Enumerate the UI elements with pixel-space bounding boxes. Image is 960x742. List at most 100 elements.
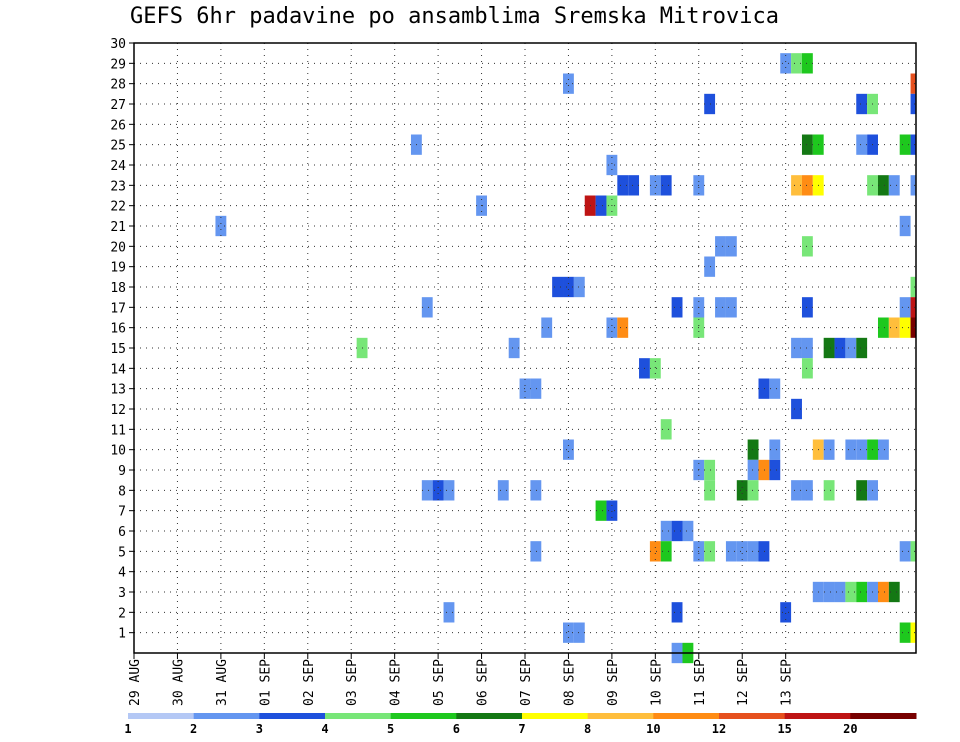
y-tick-label: 14 [110,362,126,377]
y-tick-label: 8 [118,484,126,499]
heatmap-cell [606,500,618,521]
colorbar-swatch [587,713,654,719]
heatmap-cell [606,317,618,338]
colorbar-label: 15 [777,722,791,736]
y-tick-label: 20 [110,240,126,255]
x-tick-label: 05 SEP [432,659,447,706]
heatmap-cell [845,439,857,460]
colorbar: 1 2 3 4 5 6 7 8 10 12 15 20 [124,713,917,736]
heatmap-cell [595,500,607,521]
heatmap-cell [758,378,770,399]
colorbar-label: 12 [712,722,726,736]
heatmap-cell [563,622,574,643]
heatmap-cell [877,175,889,196]
heatmap-cell [791,398,802,420]
heatmap-cell [704,459,716,481]
x-tick-label: 02 SEP [302,659,317,706]
colorbar-swatch [325,713,392,719]
heatmap-cell [791,175,802,196]
heatmap-cell [530,378,542,399]
y-tick-label: 29 [110,57,126,72]
heatmap-cell [563,73,574,94]
heatmap-cell [617,317,629,338]
heatmap-cell [888,317,900,338]
colorbar-label: 5 [387,722,394,736]
heatmap-cell [736,541,748,562]
heatmap-cell [899,317,911,338]
heatmap-cell [899,297,911,318]
heatmap-cell [432,480,444,501]
heatmap-cell [856,480,868,501]
heatmap-cell [715,297,726,318]
heatmap-cell [834,581,846,603]
x-tick-label: 08 SEP [562,659,577,706]
heatmap-cell [421,297,433,318]
heatmap-cell [845,581,857,603]
colorbar-label: 7 [518,722,525,736]
colorbar-swatch [653,713,720,719]
colorbar-label: 6 [453,722,460,736]
heatmap-cell [801,53,813,74]
y-tick-label: 16 [110,322,126,337]
y-tick-label: 12 [110,403,126,418]
colorbar-swatch [193,713,260,719]
heatmap-cell [725,541,737,562]
heatmap-cell [508,337,520,359]
heatmap-cell [704,480,716,501]
y-tick-label: 11 [110,423,126,438]
y-tick-label: 25 [110,139,126,154]
heatmap-cell [910,297,916,318]
y-tick-label: 19 [110,261,126,276]
x-tick-label: 10 SEP [649,659,664,706]
heatmap-cell [823,337,835,359]
y-tick-label: 24 [110,159,126,174]
colorbar-swatch [850,713,917,719]
y-tick-label: 22 [110,200,126,215]
heatmap-cell [747,541,759,562]
heatmap-cell [801,297,813,318]
heatmap-cell [704,93,716,115]
heatmap-cell [736,480,748,501]
heatmap-cell [704,541,716,562]
heatmap-cell [801,134,813,155]
heatmap-cell [497,480,509,501]
heatmap-cell [747,480,759,501]
colorbar-label: 2 [190,722,197,736]
heatmap-cell [617,175,629,196]
heatmap-cell [715,236,726,257]
heatmap-cell [649,175,661,196]
heatmap-cell [877,439,889,460]
heatmap-cell [671,520,683,542]
heatmap-cell [856,93,868,115]
heatmap-cell [660,520,672,542]
heatmap-cell [443,602,455,623]
x-tick-label: 06 SEP [476,659,491,706]
heatmap-cell [801,236,813,257]
heatmap-cell [888,175,900,196]
heatmap-cell [899,541,911,562]
x-tick-label: 11 SEP [693,659,708,706]
y-tick-label: 15 [110,342,126,357]
x-tick-label: 09 SEP [606,659,621,706]
heatmap-cell [910,175,916,196]
heatmap-cell [573,622,585,643]
heatmap-cell [421,480,433,501]
y-tick-label: 10 [110,444,126,459]
heatmap-cell [671,297,683,318]
x-tick-label: 04 SEP [389,659,404,706]
heatmap-cell [660,541,672,562]
x-axis: 29 AUG 30 AUG 31 AUG 01 SEP 02 SEP 03 SEP 04 S… [128,653,795,706]
heatmap-cell [747,459,759,481]
heatmap-cell [530,480,542,501]
y-axis: 1234567891011121314151617181920212223242… [110,37,134,642]
y-tick-label: 5 [118,545,126,560]
colorbar-swatch [522,713,589,719]
y-tick-label: 21 [110,220,126,235]
x-tick-label: 01 SEP [258,659,273,706]
heatmap-cell [823,480,835,501]
heatmap-cell [791,480,802,501]
heatmap-cell [910,134,916,155]
heatmap-cell [910,317,916,338]
heatmap-cell [573,276,585,298]
